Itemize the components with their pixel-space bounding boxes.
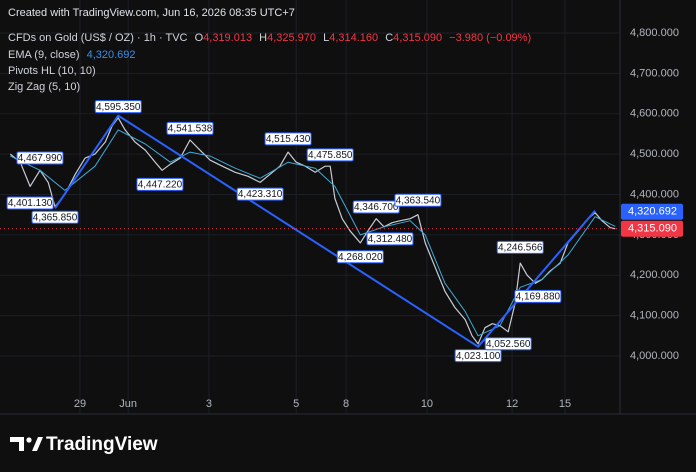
pivot-label: 4,447.220 (138, 180, 183, 191)
pivot-label: 4,467.990 (18, 153, 63, 164)
pivot-label: 4,052.560 (486, 339, 531, 350)
ohlc-value: 4,314.160 (329, 32, 378, 44)
logo-mark (10, 437, 24, 451)
y-tick-label: 4,700.000 (630, 67, 679, 79)
ohlc-value: 4,315.090 (393, 32, 442, 44)
pivot-label: 4,312.480 (368, 234, 413, 245)
pivot-label-box (484, 337, 532, 351)
pivot-label: 4,365.850 (33, 212, 78, 223)
brand-text: TradingView (46, 434, 158, 455)
x-tick-label: 15 (559, 398, 571, 410)
symbol: CFDs on Gold (US$ / OZ) · 1h · TVC (8, 32, 188, 44)
pivot-label-box (166, 121, 214, 135)
logo-mark (32, 437, 43, 451)
x-tick-label: 29 (74, 398, 86, 410)
pivot-label: 4,363.540 (396, 195, 441, 206)
symbol-row: CFDs on Gold (US$ / OZ) · 1h · TVC O4,31… (8, 32, 531, 44)
pivot-label-box (366, 232, 414, 246)
ema-axis-box (621, 203, 683, 220)
ema-row: EMA (9, close) 4,320.692 (8, 49, 136, 61)
pivots-row: Pivots HL (10, 10) (8, 65, 96, 77)
pivot-label-box (236, 187, 284, 201)
pivot-label: 4,268.020 (338, 252, 383, 263)
x-tick-label: 8 (343, 398, 349, 410)
ohlc-value: 4,319.013 (203, 32, 252, 44)
pivot-label-box (394, 193, 442, 207)
ohlc-key: H (259, 32, 267, 44)
price-axis-label: 4,315.090 (628, 223, 677, 235)
y-tick-label: 4,100.000 (630, 310, 679, 322)
pivot-label: 4,346.700 (354, 202, 399, 213)
ohlc-key: O (195, 32, 204, 44)
ema-name: EMA (9, close) (8, 49, 80, 61)
zigzag-row: Zig Zag (5, 10) (8, 81, 80, 93)
ohlc-key: L (323, 32, 329, 44)
pivot-label-box (496, 240, 544, 254)
pivot-label: 4,401.130 (8, 198, 53, 209)
pivot-label-box (94, 100, 142, 114)
created-note: Created with TradingView.com, Jun 16, 20… (8, 7, 295, 19)
x-tick-label: 3 (206, 398, 212, 410)
y-tick-label: 4,600.000 (630, 108, 679, 120)
pivot-label-box (6, 196, 54, 210)
ohlc-value: 4,325.970 (267, 32, 316, 44)
pivot-label-box (336, 250, 384, 264)
x-tick-label: 12 (506, 398, 518, 410)
pivot-label: 4,023.100 (456, 351, 501, 362)
x-tick-label: Jun (119, 398, 137, 410)
change: −3.980 (−0.09%) (449, 32, 531, 44)
x-tick-label: 5 (293, 398, 299, 410)
logo-dot (26, 437, 32, 443)
pivot-label: 4,423.310 (238, 189, 283, 200)
pivot-label-box (136, 177, 184, 191)
series-line (54, 114, 596, 348)
brand-logo: TradingView (10, 434, 158, 455)
pivot-label-box (514, 289, 562, 303)
y-tick-label: 4,200.000 (630, 269, 679, 281)
pivot-label-box (264, 132, 312, 146)
y-tick-label: 4,500.000 (630, 148, 679, 160)
series-line (9, 117, 616, 345)
pivot-label-box (306, 148, 354, 162)
y-tick-label: 4,400.000 (630, 188, 679, 200)
pivot-label: 4,475.850 (308, 150, 353, 161)
y-tick-label: 4,000.000 (630, 350, 679, 362)
plot-area: 4,467.990 4,595.350 4,541.538 4,515.430 4,47… (0, 0, 620, 414)
pivot-label-box (454, 349, 502, 363)
ema-axis-label: 4,320.692 (628, 206, 677, 218)
pivot-label: 4,595.350 (96, 102, 141, 113)
ohlc-key: C (385, 32, 393, 44)
pivot-label: 4,541.538 (168, 123, 213, 134)
pivot-label-box (352, 200, 400, 214)
pivot-label-box (31, 210, 79, 224)
pivot-label: 4,169.880 (516, 292, 561, 303)
ema-value: 4,320.692 (87, 49, 136, 61)
pivot-label-box (16, 151, 64, 165)
series-line (10, 129, 616, 337)
pivot-label: 4,515.430 (266, 134, 311, 145)
x-tick-label: 10 (421, 398, 433, 410)
pivot-label: 4,246.566 (498, 243, 543, 254)
y-tick-label: 4,800.000 (630, 27, 679, 39)
price-axis-box (621, 220, 683, 237)
